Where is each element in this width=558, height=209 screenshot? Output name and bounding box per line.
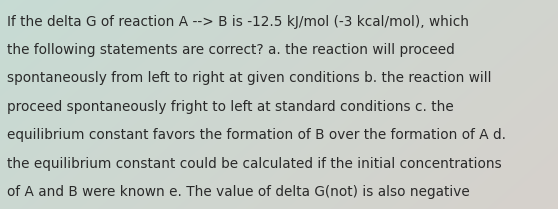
Text: of A and B were known e. The value of delta G(not) is also negative: of A and B were known e. The value of de…	[7, 185, 469, 199]
Text: proceed spontaneously fright to left at standard conditions c. the: proceed spontaneously fright to left at …	[7, 100, 454, 114]
Text: equilibrium constant favors the formation of B over the formation of A d.: equilibrium constant favors the formatio…	[7, 128, 506, 142]
Text: If the delta G of reaction A --> B is -12.5 kJ/mol (-3 kcal/mol), which: If the delta G of reaction A --> B is -1…	[7, 15, 469, 29]
Text: the equilibrium constant could be calculated if the initial concentrations: the equilibrium constant could be calcul…	[7, 157, 502, 171]
Text: the following statements are correct? a. the reaction will proceed: the following statements are correct? a.…	[7, 43, 454, 57]
Text: spontaneously from left to right at given conditions b. the reaction will: spontaneously from left to right at give…	[7, 71, 491, 85]
